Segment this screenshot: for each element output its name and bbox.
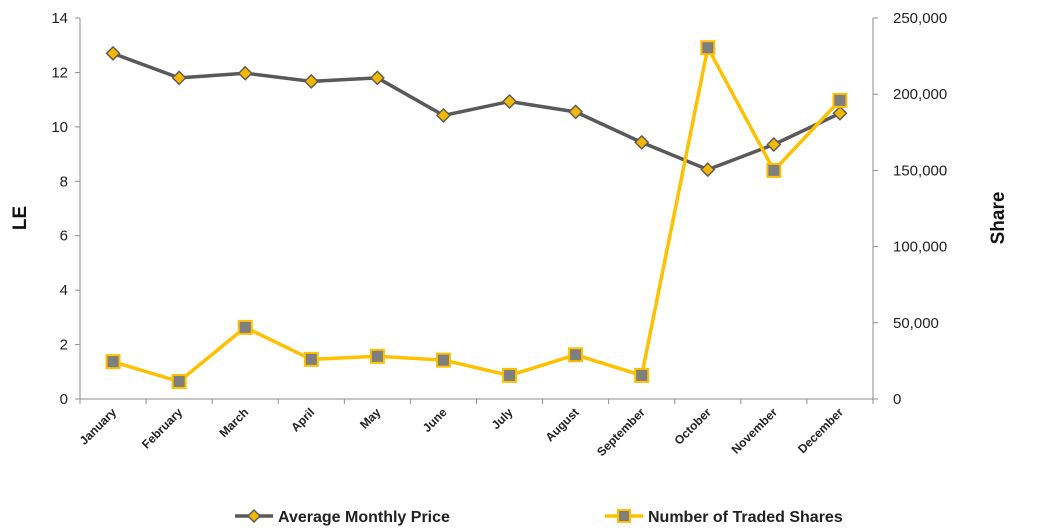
y2-axis-title: Share (988, 192, 1009, 245)
price-point (700, 162, 716, 178)
series-line-0 (112, 51, 841, 172)
price-point (435, 107, 451, 123)
price-point (171, 70, 187, 86)
legend-label-1: Number of Traded Shares (648, 509, 843, 526)
shares-point (435, 352, 451, 368)
y2-tick-label: 200,000 (893, 86, 947, 103)
y2-tick-label: 100,000 (893, 239, 947, 256)
y-tick-label: 2 (60, 337, 68, 354)
shares-point (832, 92, 848, 108)
shares-point (105, 354, 121, 370)
shares-point (634, 367, 650, 383)
price-point (832, 105, 848, 121)
x-tick-label: April (288, 405, 317, 434)
x-tick-label: June (420, 405, 450, 435)
x-tick-label: February (139, 405, 185, 451)
x-tick-label: September (594, 405, 648, 459)
shares-point (303, 351, 319, 367)
price-point (766, 137, 782, 153)
x-tick-label: August (543, 405, 582, 444)
y-tick-label: 12 (51, 64, 68, 81)
y2-tick-label: 150,000 (893, 162, 947, 179)
shares-point (502, 367, 518, 383)
price-point (634, 134, 650, 150)
y-axis-title: LE (10, 206, 31, 230)
price-point (369, 70, 385, 86)
shares-point (171, 373, 187, 389)
price-point (303, 73, 319, 89)
y2-tick-label: 50,000 (893, 315, 939, 332)
legend-marker-1 (617, 509, 631, 523)
shares-point (700, 40, 716, 56)
x-tick-label: December (795, 405, 846, 456)
x-tick-label: March (216, 405, 251, 440)
legend: Average Monthly Price Number of Traded Sh… (235, 509, 843, 526)
shares-point (369, 348, 385, 364)
x-tick-label: October (671, 405, 714, 448)
y-tick-label: 6 (60, 228, 68, 245)
series-line-1 (112, 45, 842, 384)
price-point (237, 65, 253, 81)
x-tick-label: January (77, 405, 120, 448)
price-point (502, 94, 518, 110)
price-point (568, 104, 584, 120)
legend-label-0: Average Monthly Price (278, 509, 450, 526)
x-tick-label: November (729, 405, 781, 457)
y-tick-label: 10 (51, 119, 68, 136)
y-tick-label: 4 (60, 282, 68, 299)
x-tick-label: July (489, 405, 516, 432)
y2-tick-label: 250,000 (893, 10, 947, 27)
x-tick-label: May (357, 405, 384, 432)
shares-point (766, 162, 782, 178)
shares-point (568, 347, 584, 363)
y-tick-label: 14 (51, 10, 68, 27)
legend-marker-0 (247, 509, 261, 523)
y-tick-label: 0 (60, 391, 68, 408)
price-point (105, 45, 121, 61)
y-tick-label: 8 (60, 173, 68, 190)
shares-point (237, 319, 253, 335)
series-layer (105, 40, 848, 389)
y2-tick-label: 0 (893, 391, 901, 408)
